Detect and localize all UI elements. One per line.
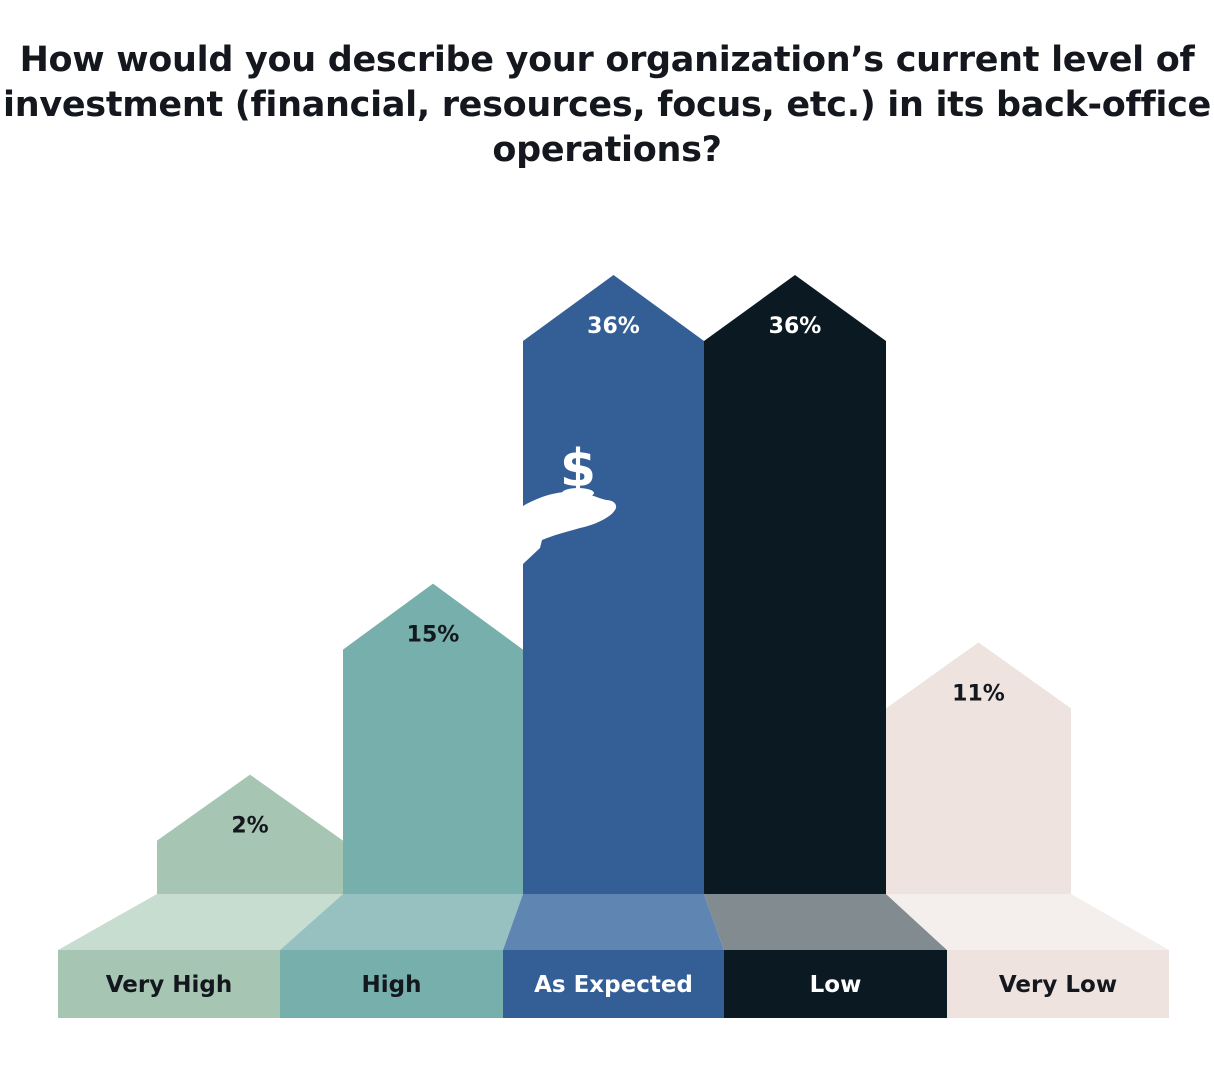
title-line-2: investment (financial, resources, focus,… [3,85,1211,125]
value-label-very-high: 2% [231,814,268,839]
dollar-glyph: $ [560,439,596,499]
base-trapezoid-as-expected [503,894,724,950]
category-label-very-high: Very High [106,972,232,998]
title-line-1: How would you describe your organization… [19,40,1195,80]
bar-as-expected [523,275,704,894]
category-bases: Very High High As Expected Low Very Low [58,894,1169,1018]
value-label-very-low: 11% [952,681,1005,706]
value-label-high: 15% [407,623,460,648]
category-label-very-low: Very Low [999,972,1117,998]
bar-high [343,583,523,894]
hand-dollar-icon: $ [523,439,617,564]
category-box-as-expected [503,950,724,1018]
category-label-as-expected: As Expected [534,972,693,998]
hand-shape [523,491,617,564]
category-label-low: Low [810,972,862,998]
category-box-very-low [947,950,1169,1018]
category-box-low [724,950,947,1018]
base-trapezoid-very-high [58,894,343,950]
category-box-very-high [58,950,280,1018]
title-line-3: operations? [492,130,722,170]
value-label-low: 36% [769,314,822,339]
bar-very-low [886,642,1071,894]
coin-shape [562,488,594,498]
bar-low [704,275,886,894]
base-trapezoid-very-low [886,894,1169,950]
base-trapezoid-high [280,894,523,950]
value-label-as-expected: 36% [587,314,640,339]
bar-very-high [157,774,343,894]
category-box-high [280,950,503,1018]
category-label-high: High [362,972,422,998]
chart-title: How would you describe your organization… [0,38,1214,173]
base-trapezoid-low [704,894,947,950]
bars: 2% 15% 36% 36% 11% [157,275,1071,894]
